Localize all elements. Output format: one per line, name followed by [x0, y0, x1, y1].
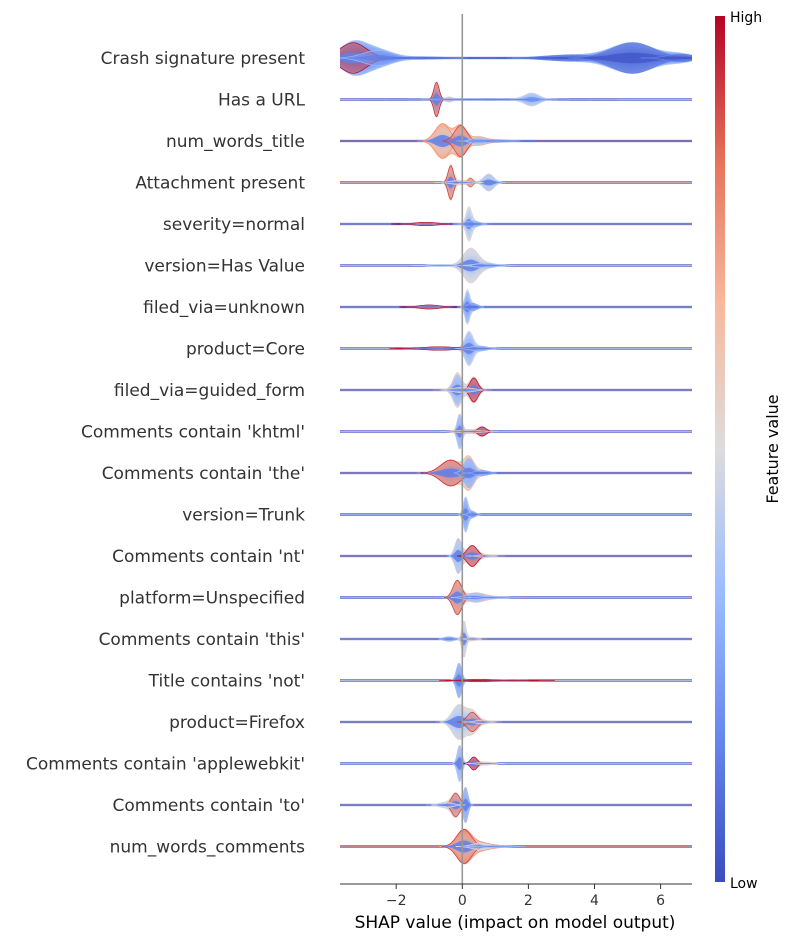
feature-label: product=Core: [186, 340, 305, 360]
violin-outline: [340, 537, 692, 575]
violin-outline: [340, 455, 692, 491]
violin: [340, 205, 692, 243]
violin-core: [359, 99, 618, 100]
violin-core: [640, 56, 692, 60]
x-axis-title: SHAP value (impact on model output): [355, 913, 676, 933]
feature-label: version=Has Value: [144, 257, 305, 277]
feature-label: Crash signature present: [101, 49, 306, 69]
violin: [340, 413, 692, 450]
violin: [340, 81, 692, 118]
feature-label: Comments contain 'this': [99, 630, 305, 650]
feature-label: filed_via=guided_form: [114, 381, 305, 401]
violin-outline: [340, 787, 692, 823]
feature-label: Comments contain 'khtml': [81, 423, 305, 443]
colorbar-low-label: Low: [730, 876, 758, 892]
violin-core: [462, 513, 483, 516]
feature-label: version=Trunk: [182, 506, 305, 526]
violin-core: [568, 52, 692, 64]
violin: [340, 745, 692, 782]
violin: [340, 372, 692, 408]
violin: [340, 579, 692, 616]
violin-core: [462, 721, 502, 723]
violin-outline: [340, 288, 692, 326]
violin-core: [465, 763, 506, 764]
violin: [340, 787, 692, 823]
feature-label: Comments contain 'nt': [112, 547, 305, 567]
violin-core: [465, 555, 506, 557]
violin: [340, 288, 692, 326]
violin-core: [434, 638, 464, 640]
violin-core: [399, 306, 459, 308]
violin-outline: [340, 164, 692, 201]
violin: [340, 455, 692, 491]
feature-label: severity=normal: [163, 215, 305, 235]
violin-core: [421, 468, 481, 478]
x-tick-label: 6: [656, 893, 665, 909]
x-axis: −2 0 2 4 6 SHAP value (impact on model outpu…: [340, 883, 692, 933]
violin-outline: [340, 496, 692, 533]
violin-core: [462, 597, 522, 598]
violin-core: [452, 757, 467, 770]
x-tick-label: 0: [458, 893, 467, 909]
violin-core: [353, 57, 492, 59]
feature-rows: [340, 56, 692, 848]
feature-label: Has a URL: [218, 91, 306, 111]
violin-outline: [340, 704, 692, 740]
violin-core: [457, 638, 488, 640]
colorbar: High Low Feature value: [715, 10, 782, 892]
violin: [340, 123, 692, 159]
violin-core: [465, 846, 526, 847]
violin-core: [452, 222, 492, 226]
violin: [340, 40, 692, 76]
feature-label: Comments contain 'the': [102, 464, 305, 484]
x-tick-label: −2: [386, 893, 407, 909]
violin-core: [412, 265, 473, 266]
feature-label: product=Firefox: [169, 713, 305, 733]
violin-core: [455, 264, 516, 267]
feature-label: num_words_comments: [110, 838, 306, 858]
violin-outline: [340, 247, 692, 284]
violin-outline: [340, 745, 692, 782]
colorbar-title: Feature value: [763, 394, 782, 503]
violin-core: [434, 181, 484, 184]
colorbar-gradient: [715, 16, 725, 882]
x-tick-label: 4: [590, 893, 599, 909]
colorbar-high-label: High: [730, 10, 762, 26]
feature-label: num_words_title: [166, 132, 305, 152]
violin: [340, 537, 692, 575]
violin-outline: [340, 621, 692, 657]
violin-core: [389, 347, 489, 350]
violin-core: [462, 472, 502, 474]
violin-core: [391, 223, 461, 225]
violin-core: [455, 140, 535, 142]
violin: [340, 164, 692, 201]
violin: [340, 662, 692, 699]
x-ticks: −2 0 2 4 6: [386, 884, 665, 909]
violin-outline: [340, 372, 692, 408]
feature-label: Comments contain 'applewebkit': [26, 755, 305, 775]
violin-core: [454, 347, 504, 350]
feature-label: Attachment present: [135, 174, 305, 194]
violin-core: [457, 305, 488, 309]
violin: [340, 247, 692, 284]
feature-label: Comments contain 'to': [113, 796, 305, 816]
violin-outline: [340, 413, 692, 450]
feature-label: platform=Unspecified: [119, 589, 305, 609]
violin-core: [439, 430, 499, 433]
feature-labels: Crash signature present Has a URL num_word…: [26, 49, 306, 858]
violin: [340, 330, 692, 367]
violin-core: [473, 179, 504, 186]
violin: [340, 704, 692, 740]
violin: [340, 496, 692, 533]
violin-core: [425, 804, 466, 806]
feature-label: Title contains 'not': [148, 672, 305, 692]
violins: [340, 40, 692, 865]
feature-label: filed_via=unknown: [143, 298, 305, 318]
violin: [340, 828, 692, 865]
violin: [340, 620, 692, 658]
x-tick-label: 2: [524, 893, 533, 909]
